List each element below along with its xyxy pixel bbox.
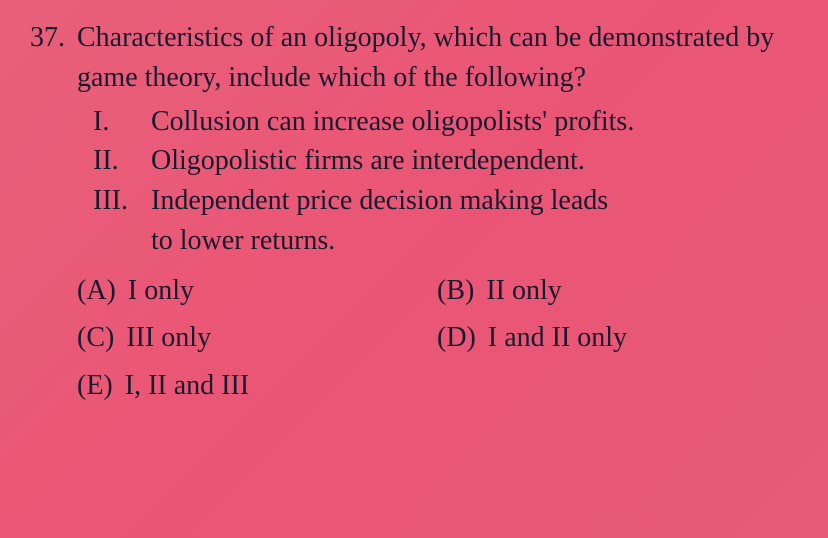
- option-row-3: (E) I, II and III: [77, 366, 798, 406]
- roman-numeral: III.: [93, 181, 151, 221]
- roman-text: Oligopolistic firms are interdependent.: [151, 141, 798, 181]
- roman-list: I. Collusion can increase oligopolists' …: [93, 102, 798, 261]
- option-text: I, II and III: [125, 366, 249, 406]
- question-block: 37. Characteristics of an oligopoly, whi…: [30, 18, 798, 414]
- option-letter: (C): [77, 318, 114, 358]
- option-letter: (E): [77, 366, 113, 406]
- roman-item-3: III. Independent price decision making l…: [93, 181, 798, 221]
- option-letter: (A): [77, 271, 116, 311]
- option-text: I only: [128, 271, 194, 311]
- roman-text: Collusion can increase oligopolists' pro…: [151, 102, 798, 142]
- roman-text: Independent price decision making leads: [151, 181, 798, 221]
- option-c: (C) III only: [77, 318, 437, 358]
- option-letter: (D): [437, 318, 476, 358]
- question-content: Characteristics of an oligopoly, which c…: [77, 18, 798, 414]
- option-text: III only: [126, 318, 211, 358]
- question-number: 37.: [30, 18, 65, 57]
- option-d: (D) I and II only: [437, 318, 627, 358]
- option-b: (B) II only: [437, 271, 562, 311]
- roman-item-2: II. Oligopolistic firms are interdepende…: [93, 141, 798, 181]
- question-stem: Characteristics of an oligopoly, which c…: [77, 18, 798, 98]
- options-block: (A) I only (B) II only (C) III only (D) …: [77, 271, 798, 406]
- option-text: II only: [486, 271, 561, 311]
- option-text: I and II only: [488, 318, 627, 358]
- option-e: (E) I, II and III: [77, 366, 437, 406]
- option-row-1: (A) I only (B) II only: [77, 271, 798, 311]
- option-row-2: (C) III only (D) I and II only: [77, 318, 798, 358]
- roman-item-3-cont: to lower returns.: [93, 221, 798, 261]
- option-a: (A) I only: [77, 271, 437, 311]
- roman-item-1: I. Collusion can increase oligopolists' …: [93, 102, 798, 142]
- roman-numeral: I.: [93, 102, 151, 142]
- roman-numeral: II.: [93, 141, 151, 181]
- option-letter: (B): [437, 271, 474, 311]
